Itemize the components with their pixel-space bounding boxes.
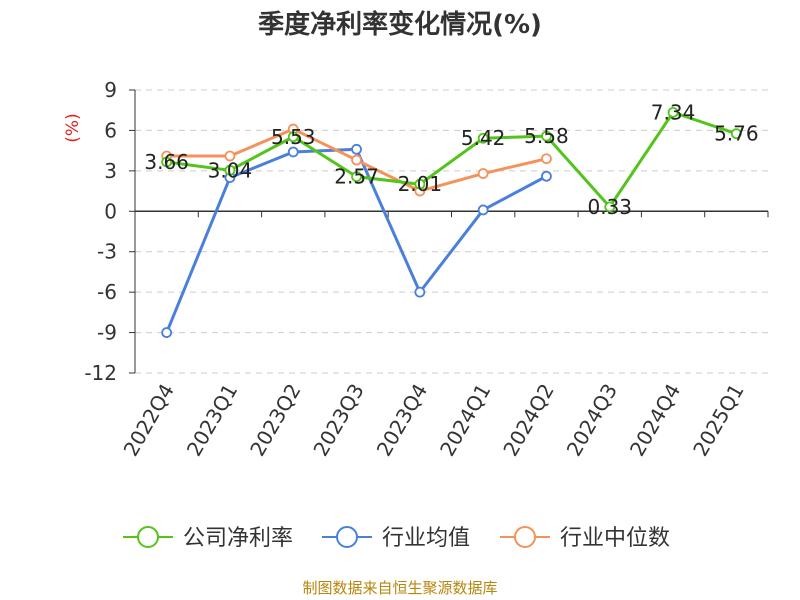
- x-tick-label: 2023Q2: [245, 380, 305, 461]
- series-layer: [161, 106, 742, 338]
- y-axis-unit-label: (%): [63, 113, 83, 142]
- data-point: [414, 178, 426, 190]
- data-point: [730, 128, 742, 140]
- legend-swatch-marker: [336, 526, 358, 548]
- data-point: [604, 201, 616, 213]
- legend-swatch-marker: [137, 526, 159, 548]
- data-point: [477, 204, 489, 216]
- data-label: 2.01: [398, 172, 443, 196]
- y-tick-label: -12: [84, 361, 117, 385]
- data-point: [477, 132, 489, 144]
- y-tick-label: 3: [104, 159, 117, 183]
- legend-label: 公司净利率: [183, 526, 293, 551]
- y-tick-label: -6: [97, 280, 117, 304]
- data-label: 0.33: [587, 195, 632, 219]
- data-label: 7.34: [651, 100, 696, 124]
- series-line: [166, 110, 737, 209]
- data-point: [224, 150, 236, 162]
- data-point: [351, 143, 362, 155]
- data-label: 5.53: [271, 125, 316, 149]
- x-tick-label: 2024Q4: [625, 380, 685, 461]
- legend-label: 行业均值: [382, 526, 470, 551]
- legend: 公司净利率 行业均值 行业中位数: [123, 526, 670, 551]
- y-tick-label: 6: [104, 118, 117, 142]
- data-label: 5.42: [461, 126, 506, 150]
- data-point: [351, 154, 362, 166]
- chart-title: 季度净利率变化情况(%): [258, 10, 542, 40]
- data-point: [287, 131, 299, 143]
- x-tick-label: 2024Q1: [435, 380, 495, 461]
- legend-label: 行业中位数: [560, 526, 670, 551]
- data-label-layer: 3.66 3.04 5.53 2.57 2.01 5.42 5.58 0.33 7.34 5.76: [144, 100, 758, 218]
- data-label: 5.58: [524, 124, 569, 148]
- data-point: [477, 168, 489, 179]
- grid-layer: [135, 89, 768, 374]
- y-tick-label: -9: [97, 321, 117, 345]
- data-point: [541, 153, 552, 165]
- y-tick-label: 9: [104, 78, 117, 102]
- data-point: [414, 286, 426, 298]
- data-point: [161, 327, 173, 338]
- data-label: 3.04: [208, 158, 253, 182]
- legend-swatch-marker: [514, 526, 536, 548]
- x-tick-label: 2024Q3: [562, 380, 622, 461]
- data-point: [224, 164, 236, 176]
- x-tick-label: 2022Q4: [119, 380, 179, 461]
- data-point: [541, 170, 552, 182]
- data-point: [541, 130, 552, 142]
- data-source-note: 制图数据来自恒生聚源数据库: [302, 579, 498, 597]
- data-label: 3.66: [144, 150, 189, 174]
- y-tick-label: 0: [104, 199, 117, 223]
- data-label: 2.57: [334, 165, 379, 189]
- data-point: [287, 146, 299, 158]
- x-tick-label: 2023Q4: [372, 380, 432, 461]
- y-tick-label: -3: [97, 240, 117, 264]
- x-tick-label: 2024Q2: [498, 380, 558, 461]
- data-label: 5.76: [714, 122, 759, 146]
- data-point: [161, 156, 173, 168]
- data-point: [667, 106, 679, 118]
- data-point: [351, 171, 362, 183]
- x-tick-label: 2025Q1: [688, 380, 748, 461]
- x-tick-label: 2023Q1: [182, 380, 242, 461]
- x-tick-label: 2023Q3: [308, 380, 368, 461]
